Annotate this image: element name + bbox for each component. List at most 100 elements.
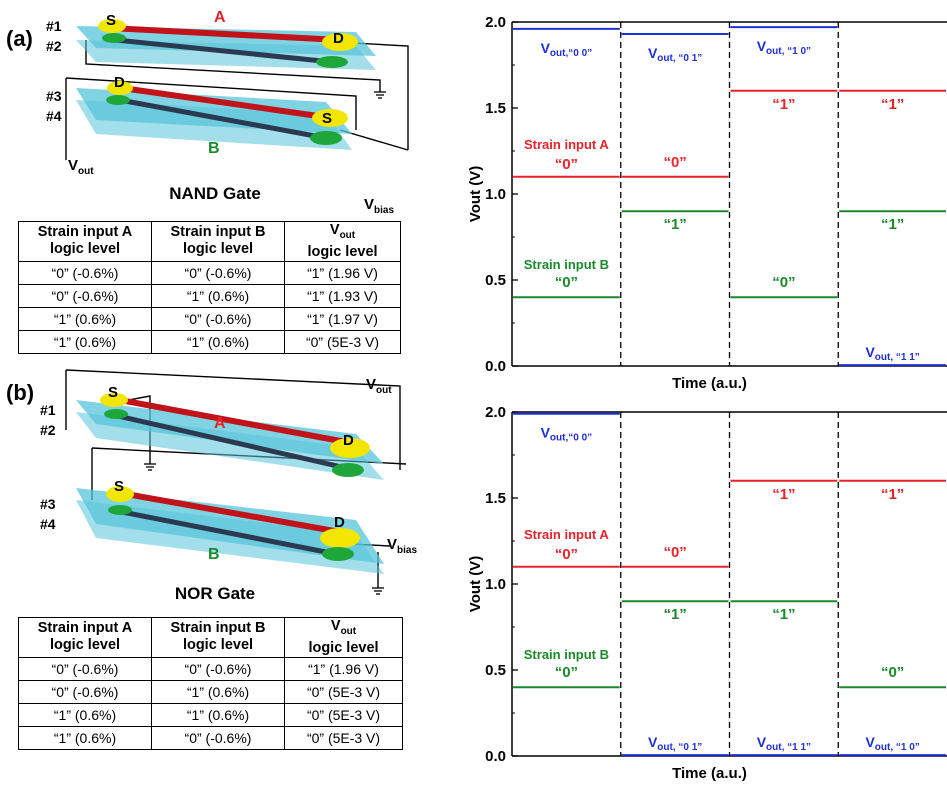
table-row: “1” (0.6%) “0” (-0.6%) “1” (1.97 V) bbox=[18, 306, 401, 331]
vout-data-label: Vout, “1 0” bbox=[865, 734, 919, 753]
table-cell: “1” (1.97 V) bbox=[284, 306, 401, 331]
table-row: “1” (0.6%) “1” (0.6%) “0” (5E-3 V) bbox=[18, 702, 403, 727]
layer-label: #3 bbox=[40, 496, 56, 512]
input-b-name-label: Strain input B bbox=[524, 257, 609, 272]
table-cell: “0” (-0.6%) bbox=[151, 260, 285, 285]
y-tick-label: 0.0 bbox=[485, 358, 506, 375]
table-cell: “1” (0.6%) bbox=[151, 702, 285, 727]
electrode-d-bottom bbox=[332, 463, 364, 477]
vout-wire bbox=[65, 369, 401, 470]
table-cell: “1” (0.6%) bbox=[151, 329, 285, 354]
wire-a-top bbox=[119, 397, 347, 445]
wire-a-top bbox=[109, 25, 341, 43]
y-tick-label: 1.5 bbox=[485, 100, 506, 117]
input-a-data-label: “0” bbox=[555, 546, 578, 563]
nor-gate-title: NOR Gate bbox=[174, 584, 256, 603]
layer-label: #3 bbox=[46, 88, 62, 104]
input-a-data-label: “0” bbox=[663, 154, 686, 171]
input-b-data-label: “0” bbox=[555, 274, 578, 291]
wire-b-top bbox=[125, 491, 341, 535]
source-label-2: S bbox=[114, 478, 125, 495]
table-row: “0” (-0.6%) “0” (-0.6%) “1” (1.96 V) bbox=[18, 260, 401, 285]
electrode-s-bottom bbox=[102, 33, 126, 43]
nor-layer-labels: #1 #2 bbox=[40, 400, 56, 440]
drain-label-2: D bbox=[334, 514, 345, 531]
y-tick-label: 2.0 bbox=[485, 404, 506, 421]
y-axis-label: Vout (V) bbox=[467, 166, 484, 222]
electrode-d2-bottom bbox=[322, 547, 354, 561]
layer-label: #2 bbox=[46, 38, 62, 54]
layer-label: #1 bbox=[46, 18, 62, 34]
table-row: “0” (-0.6%) “0” (-0.6%) “1” (1.96 V) bbox=[18, 656, 403, 681]
wire-a-bottom bbox=[115, 37, 333, 65]
glass-plate-2 bbox=[76, 40, 376, 70]
nand-output-chart: 0.0 0.5 1.0 1.5 2.0 Vout (V) Time (a.u.) Vout,“… bbox=[467, 14, 947, 392]
input-b-data-label: “0” bbox=[555, 664, 578, 681]
electrode-d-top bbox=[322, 33, 358, 51]
vout-data-label: Vout, “1 1” bbox=[865, 344, 919, 363]
table-cell: “0” (-0.6%) bbox=[151, 725, 285, 750]
vout-link-wire bbox=[65, 77, 357, 130]
input-b-data-label: “1” bbox=[663, 216, 686, 233]
vbias-label: Vbias bbox=[387, 536, 418, 556]
input-b-data-label: “0” bbox=[881, 664, 904, 681]
wire-b-bottom bbox=[119, 97, 327, 141]
input-b-data-label: “1” bbox=[772, 606, 795, 623]
nand-gate-title: NAND Gate bbox=[169, 184, 261, 203]
electrode-s2-top bbox=[312, 109, 348, 127]
table-cell: “1” (0.6%) bbox=[18, 306, 152, 331]
vout-data-label: Vout, “0 1” bbox=[648, 45, 702, 64]
y-axis-label: Vout (V) bbox=[467, 556, 484, 612]
table-cell: “0” (-0.6%) bbox=[151, 306, 285, 331]
wire-b-bottom bbox=[121, 509, 337, 557]
y-tick-label: 0.5 bbox=[485, 272, 506, 289]
input-a-data-label: “0” bbox=[555, 156, 578, 173]
source-label: S bbox=[106, 12, 117, 29]
y-tick-label: 1.5 bbox=[485, 490, 506, 507]
y-tick-label: 0.5 bbox=[485, 662, 506, 679]
input-b-label: B bbox=[208, 546, 220, 563]
table-row: “1” (0.6%) “1” (0.6%) “0” (5E-3 V) bbox=[18, 329, 401, 354]
electrode-d-bottom bbox=[316, 56, 348, 68]
table-cell: “1” (0.6%) bbox=[18, 702, 152, 727]
nand-layer-labels-2: #3 #4 bbox=[46, 86, 62, 126]
input-b-name-label: Strain input B bbox=[524, 647, 609, 662]
vout-data-label: Vout, “1 1” bbox=[757, 734, 811, 753]
nor-device-schematic bbox=[65, 369, 407, 595]
panel-a-label: (a) bbox=[6, 26, 33, 51]
electrode-d2-bottom bbox=[106, 95, 130, 105]
electrode-s2-top bbox=[106, 486, 134, 502]
input-b-data-label: “1” bbox=[881, 216, 904, 233]
input-a-name-label: Strain input A bbox=[524, 137, 609, 152]
table-cell: “0” (-0.6%) bbox=[18, 679, 152, 704]
input-b-data-label: “0” bbox=[772, 274, 795, 291]
input-a-label: A bbox=[214, 9, 226, 26]
table-cell: “0” (-0.6%) bbox=[18, 283, 152, 308]
vout-label: Vout bbox=[68, 157, 94, 177]
nand-device-schematic bbox=[65, 19, 409, 160]
table-cell: “1” (1.96 V) bbox=[284, 656, 403, 681]
table-row: “1” (0.6%) “0” (-0.6%) “0” (5E-3 V) bbox=[18, 725, 403, 750]
table-cell: “1” (1.96 V) bbox=[284, 260, 401, 285]
wire-b-top bbox=[121, 85, 333, 121]
wire-a-bottom bbox=[117, 413, 347, 471]
input-a-data-label: “1” bbox=[881, 96, 904, 113]
electrode-s2-bottom bbox=[108, 505, 132, 515]
table-row: “0” (-0.6%) “1” (0.6%) “1” (1.93 V) bbox=[18, 283, 401, 308]
vout-label: Vout bbox=[366, 376, 392, 396]
y-tick-label: 0.0 bbox=[485, 748, 506, 765]
table-cell: “0” (5E-3 V) bbox=[284, 725, 403, 750]
table-cell: “1” (0.6%) bbox=[18, 329, 152, 354]
panel-b-label: (b) bbox=[6, 380, 35, 405]
table-cell: “0” (-0.6%) bbox=[18, 260, 152, 285]
input-a-name-label: Strain input A bbox=[524, 527, 609, 542]
ground-wire-a bbox=[85, 40, 381, 92]
input-a-data-label: “1” bbox=[772, 486, 795, 503]
drain-label-2: D bbox=[114, 74, 125, 91]
